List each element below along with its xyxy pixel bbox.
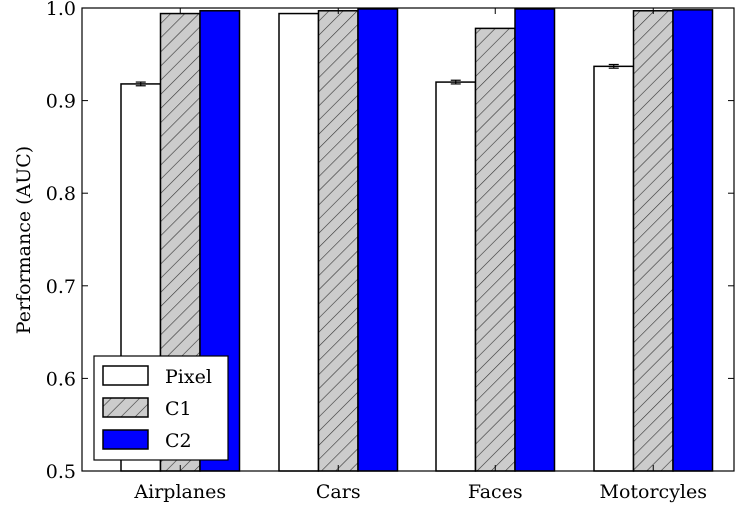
legend-label-c2: C2 [165,430,192,452]
plot-frame [81,7,735,472]
y-tick-label: 0.7 [46,276,76,298]
bar-pixel-faces [435,81,477,472]
bar-c2-motorcyles [672,9,714,472]
y-axis-label: Performance (AUC) [13,146,35,334]
y-tick-label: 0.8 [46,183,76,205]
legend-swatch-pixel [102,365,149,386]
bar-pixel-cars [278,12,320,472]
legend-swatch-c1 [102,397,149,418]
legend-label-pixel: Pixel [165,366,212,388]
y-axis: 0.5 0.6 0.7 0.8 0.9 1.0 [46,0,734,483]
x-tick-label: Airplanes [133,481,226,503]
x-tick-label: Faces [468,481,523,503]
y-tick-label: 0.5 [46,461,76,483]
x-tick-label: Cars [316,481,361,503]
legend: Pixel C1 C2 [93,355,229,461]
y-tick-label: 0.6 [46,368,76,390]
x-axis: Airplanes Cars Faces Motorcyles [133,8,707,503]
legend-swatch-c2 [102,429,149,450]
bar-pixel-motorcyles [593,65,635,472]
bar-c1-cars [317,10,359,472]
legend-label-c1: C1 [165,398,192,420]
bar-c2-faces [514,8,556,472]
y-tick-label: 1.0 [46,0,76,20]
x-tick-label: Motorcyles [600,481,708,503]
bar-c1-motorcyles [632,10,674,472]
bar-c2-cars [357,8,399,472]
y-tick-label: 0.9 [46,91,76,113]
errorbars-layer [135,63,619,87]
bar-c1-faces [474,27,516,472]
